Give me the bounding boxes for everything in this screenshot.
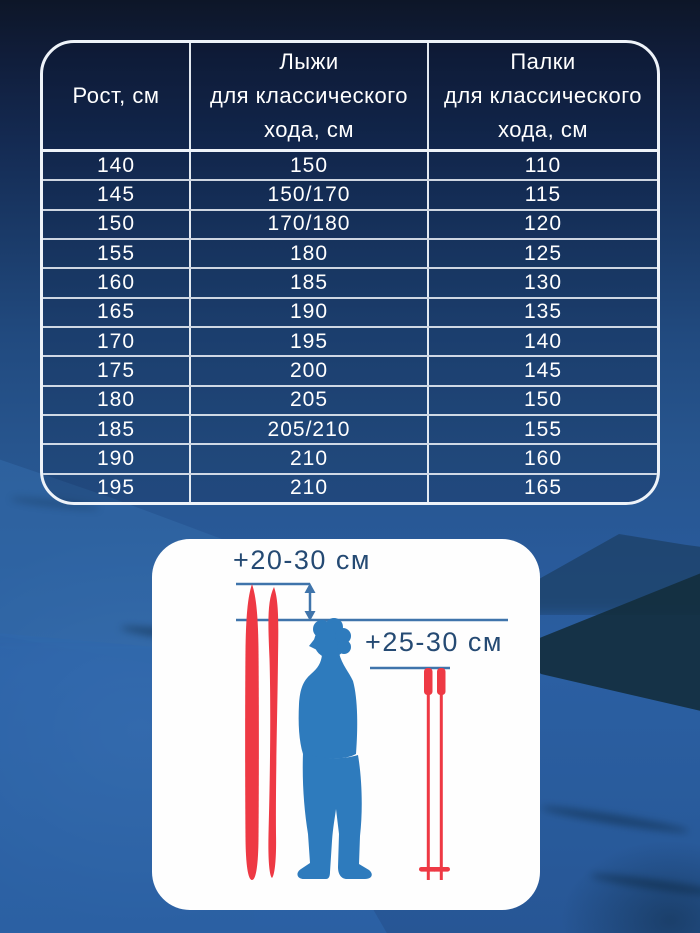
table-cell: 185 [191, 269, 429, 297]
table-row: 180 205 150 [43, 386, 657, 416]
table-row: 140 150 110 [43, 152, 657, 182]
table-row: 185 205/210 155 [43, 415, 657, 446]
table-cell: 140 [43, 152, 191, 180]
table-row: 170 195 140 [43, 327, 657, 358]
table-cell: 210 [191, 474, 429, 502]
table-cell: 150 [523, 388, 563, 412]
table-cell: 170/180 [191, 210, 429, 238]
table-cell: 150 [191, 152, 429, 180]
table-cell: 150 [43, 210, 191, 238]
table-row: 165 190 135 [43, 298, 657, 328]
table-cell: 190 [43, 445, 191, 473]
table-cell: 185 [43, 415, 191, 444]
rock-streak [540, 803, 690, 836]
column-header-classic-poles: Палки для классического хода, см [443, 49, 642, 142]
ski-extra-length-label: +20-30 см [233, 545, 371, 575]
measure-arrow [304, 583, 316, 621]
column-header-height: Рост, см [43, 43, 191, 149]
table-cell: 175 [43, 357, 191, 385]
table-row: 150 170/180 120 [43, 210, 657, 240]
table-cell: 160 [523, 446, 563, 470]
table-cell: 205 [191, 386, 429, 414]
sizing-diagram-card: +20-30 см +25-30 см [152, 539, 540, 910]
table-cell: 115 [524, 182, 562, 206]
table-cell: 205/210 [191, 415, 429, 444]
ski-side-view [268, 587, 279, 878]
pole-extra-length-label: +25-30 см [365, 627, 503, 657]
table-cell: 145 [43, 181, 191, 209]
table-cell: 180 [43, 386, 191, 414]
table-cell: 165 [523, 476, 563, 500]
column-header-classic-skis: Лыжи для классического хода, см [191, 43, 429, 149]
table-cell: 125 [523, 241, 563, 265]
ski-pole [419, 668, 437, 880]
table-cell: 165 [43, 298, 191, 326]
table-row: 190 210 160 [43, 445, 657, 475]
table-cell: 130 [523, 270, 563, 294]
table-row: 195 210 165 [43, 474, 657, 502]
table-cell: 140 [523, 329, 563, 353]
table-row: 160 185 130 [43, 269, 657, 299]
table-cell: 195 [191, 327, 429, 356]
table-cell: 155 [43, 239, 191, 268]
table-row: 175 200 145 [43, 357, 657, 387]
table-cell: 150/170 [191, 181, 429, 209]
ski-size-table: Рост, см Лыжи для классического хода, см… [40, 40, 660, 505]
table-cell: 170 [43, 327, 191, 356]
table-cell: 120 [523, 212, 563, 236]
sizing-diagram [236, 582, 508, 880]
table-cell: 160 [43, 269, 191, 297]
table-cell: 145 [523, 358, 563, 382]
table-cell: 210 [191, 445, 429, 473]
table-cell: 195 [43, 474, 191, 502]
table-cell: 155 [523, 417, 563, 441]
table-cell: 200 [191, 357, 429, 385]
table-cell: 190 [191, 298, 429, 326]
table-cell: 180 [191, 239, 429, 268]
table-row: 155 180 125 [43, 239, 657, 270]
ski-front-view [245, 584, 259, 880]
shadowed-terrain [560, 840, 700, 933]
table-body: 140 150 110 145 150/170 115 150 170/180 120 155 18… [43, 152, 657, 502]
table-cell: 135 [523, 300, 563, 324]
ski-poles [419, 668, 450, 880]
skier-silhouette [297, 618, 372, 879]
table-cell: 110 [524, 153, 562, 177]
table-header-row: Рост, см Лыжи для классического хода, см… [43, 43, 657, 152]
table-row: 145 150/170 115 [43, 181, 657, 211]
